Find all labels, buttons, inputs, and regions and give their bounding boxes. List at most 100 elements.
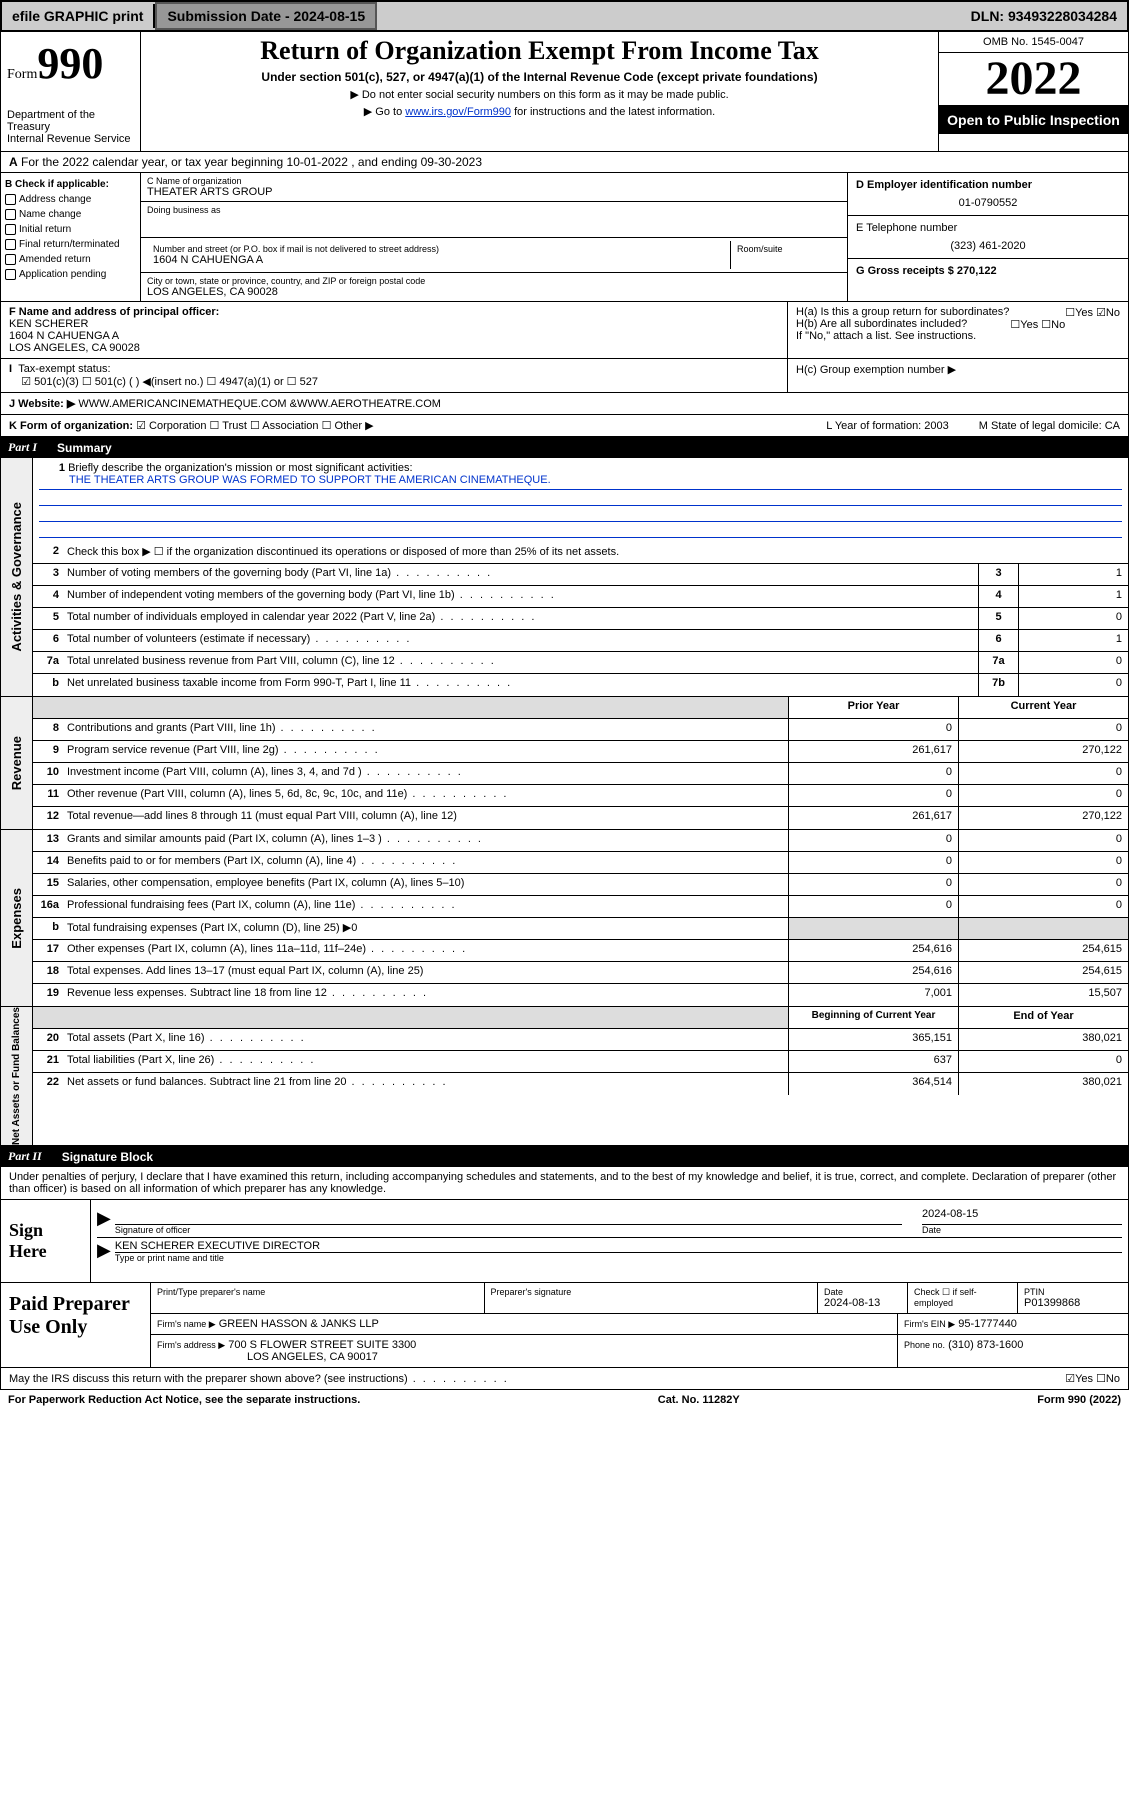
header-center: Return of Organization Exempt From Incom… (141, 32, 938, 151)
paid-preparer-section: Paid Preparer Use Only Print/Type prepar… (0, 1283, 1129, 1368)
row-f-h: F Name and address of principal officer:… (0, 302, 1129, 359)
side-label-net-assets: Net Assets or Fund Balances (1, 1007, 33, 1145)
ha-answer: ☐Yes ☑No (1065, 306, 1120, 319)
ein-value: 01-0790552 (856, 197, 1120, 209)
form-header: Form990 Department of the Treasury Inter… (0, 32, 1129, 152)
line-2-num: 2 (33, 542, 65, 563)
goto-note: ▶ Go to www.irs.gov/Form990 for instruct… (151, 105, 928, 118)
prior-year-hdr: Prior Year (788, 697, 958, 718)
tax-exempt-opts: ☑ 501(c)(3) ☐ 501(c) ( ) ◀(insert no.) ☐… (21, 376, 318, 388)
line-14: 14Benefits paid to or for members (Part … (33, 852, 1128, 874)
dba-row: Doing business as (141, 202, 847, 238)
gross-receipts-label: G Gross receipts $ 270,122 (856, 265, 1120, 277)
row-j-website: J Website: ▶ WWW.AMERICANCINEMATHEQUE.CO… (0, 393, 1129, 415)
form-org-label: K Form of organization: (9, 420, 133, 432)
dba-label: Doing business as (147, 205, 841, 215)
end-year-hdr: End of Year (958, 1007, 1128, 1028)
hc-group-exemption: H(c) Group exemption number ▶ (788, 359, 1128, 392)
open-inspection: Open to Public Inspection (939, 106, 1128, 134)
top-bar: efile GRAPHIC print Submission Date - 20… (0, 0, 1129, 32)
sign-date: 2024-08-15 (922, 1208, 1122, 1224)
side-label-governance: Activities & Governance (1, 458, 33, 696)
line-16a: 16aProfessional fundraising fees (Part I… (33, 896, 1128, 918)
signature-line: ▶ Signature of officer 2024-08-15 Date (97, 1206, 1122, 1238)
address-row: Number and street (or P.O. box if mail i… (141, 238, 847, 273)
form-word: Form (7, 67, 37, 82)
cb-initial-return[interactable]: Initial return (5, 222, 136, 237)
cb-name-change[interactable]: Name change (5, 207, 136, 222)
arrow-icon: ▶ (97, 1208, 111, 1235)
firm-ein-label: Firm's EIN ▶ (904, 1319, 955, 1329)
city-value: LOS ANGELES, CA 90028 (147, 286, 841, 298)
submission-date-button[interactable]: Submission Date - 2024-08-15 (155, 2, 377, 30)
org-name-row: C Name of organization THEATER ARTS GROU… (141, 173, 847, 202)
sign-here-section: Sign Here ▶ Signature of officer 2024-08… (0, 1200, 1129, 1283)
cb-amended-return[interactable]: Amended return (5, 252, 136, 267)
form-title: Return of Organization Exempt From Incom… (151, 36, 928, 66)
header-right: OMB No. 1545-0047 2022 Open to Public In… (938, 32, 1128, 151)
column-c-org-info: C Name of organization THEATER ARTS GROU… (141, 173, 848, 301)
line-18: 18Total expenses. Add lines 13–17 (must … (33, 962, 1128, 984)
ptin-label: PTIN (1024, 1287, 1122, 1297)
firm-name: GREEN HASSON & JANKS LLP (219, 1318, 379, 1330)
state-domicile: M State of legal domicile: CA (979, 420, 1120, 432)
name-title-line: ▶ KEN SCHERER EXECUTIVE DIRECTOR Type or… (97, 1238, 1122, 1265)
paid-preparer-label: Paid Preparer Use Only (1, 1283, 151, 1367)
efile-label: efile GRAPHIC print (2, 4, 155, 28)
phone-value: (323) 461-2020 (856, 240, 1120, 252)
tax-year: 2022 (939, 53, 1128, 106)
officer-signature[interactable] (115, 1208, 902, 1224)
line-8: 8Contributions and grants (Part VIII, li… (33, 719, 1128, 741)
line-11: 11Other revenue (Part VIII, column (A), … (33, 785, 1128, 807)
phone-label: E Telephone number (856, 222, 1120, 234)
cb-final-return[interactable]: Final return/terminated (5, 237, 136, 252)
side-label-expenses: Expenses (1, 830, 33, 1006)
org-name-label: C Name of organization (147, 176, 841, 186)
addr-value: 1604 N CAHUENGA A (153, 254, 724, 266)
self-employed-check[interactable]: Check ☐ if self-employed (908, 1283, 1018, 1313)
col-b-label: B Check if applicable: (5, 177, 136, 192)
line-22: 22Net assets or fund balances. Subtract … (33, 1073, 1128, 1095)
cb-address-change[interactable]: Address change (5, 192, 136, 207)
tax-exempt-label: Tax-exempt status: (18, 363, 110, 375)
tax-exempt-status: I Tax-exempt status: ☑ 501(c)(3) ☐ 501(c… (1, 359, 788, 392)
dln-label: DLN: 93493228034284 (961, 4, 1127, 28)
revenue-section: Revenue Prior Year Current Year 8Contrib… (0, 697, 1129, 830)
header-left: Form990 Department of the Treasury Inter… (1, 32, 141, 151)
line-2: 2 Check this box ▶ ☐ if the organization… (33, 542, 1128, 564)
line-15: 15Salaries, other compensation, employee… (33, 874, 1128, 896)
cb-application-pending[interactable]: Application pending (5, 267, 136, 282)
year-formation: L Year of formation: 2003 (826, 420, 949, 432)
goto-post: for instructions and the latest informat… (511, 106, 715, 118)
phone-no-label: Phone no. (904, 1340, 945, 1350)
activities-governance-section: Activities & Governance 1 Briefly descri… (0, 458, 1129, 697)
officer-addr1: 1604 N CAHUENGA A (9, 330, 779, 342)
current-year-hdr: Current Year (958, 697, 1128, 718)
website-label: J Website: ▶ (9, 397, 75, 410)
discuss-answer: ☑Yes ☐No (1065, 1372, 1120, 1385)
firm-addr1: 700 S FLOWER STREET SUITE 3300 (228, 1339, 416, 1351)
line-5: 5 Total number of individuals employed i… (33, 608, 1128, 630)
signature-fields: ▶ Signature of officer 2024-08-15 Date ▶… (91, 1200, 1128, 1282)
irs-label: Internal Revenue Service (7, 133, 134, 145)
row-k-l-m: K Form of organization: ☑ Corporation ☐ … (0, 415, 1129, 437)
expenses-section: Expenses 13Grants and similar amounts pa… (0, 830, 1129, 1007)
arrow-icon-2: ▶ (97, 1240, 111, 1263)
section-b-through-g: B Check if applicable: Address change Na… (0, 173, 1129, 302)
cat-number: Cat. No. 11282Y (658, 1394, 740, 1406)
line-20: 20Total assets (Part X, line 16)365,1513… (33, 1029, 1128, 1051)
website-value: WWW.AMERICANCINEMATHEQUE.COM &WWW.AEROTH… (78, 398, 441, 410)
preparer-row-3: Firm's address ▶ 700 S FLOWER STREET SUI… (151, 1335, 1128, 1367)
line-a-tax-year: A For the 2022 calendar year, or tax yea… (0, 152, 1129, 173)
city-label: City or town, state or province, country… (147, 276, 841, 286)
discuss-question: May the IRS discuss this return with the… (9, 1373, 509, 1385)
preparer-row-2: Firm's name ▶ GREEN HASSON & JANKS LLP F… (151, 1314, 1128, 1335)
part-1-title: Summary (57, 441, 112, 455)
revenue-lines: Prior Year Current Year 8Contributions a… (33, 697, 1128, 829)
irs-link[interactable]: www.irs.gov/Form990 (405, 106, 511, 118)
mission-block: 1 Briefly describe the organization's mi… (33, 458, 1128, 542)
ein-label: D Employer identification number (856, 179, 1120, 191)
group-return-box: H(a) Is this a group return for subordin… (788, 302, 1128, 358)
name-title-label: Type or print name and title (115, 1252, 1122, 1263)
mission-answer: THE THEATER ARTS GROUP WAS FORMED TO SUP… (39, 474, 1122, 490)
